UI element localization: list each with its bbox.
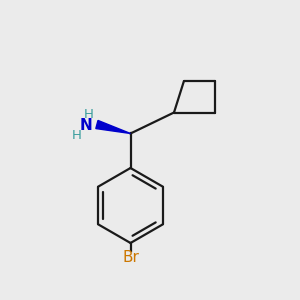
Text: H: H [72,128,81,142]
Text: H: H [84,107,94,121]
Text: N: N [79,118,92,133]
Text: Br: Br [122,250,139,266]
Polygon shape [96,120,130,134]
